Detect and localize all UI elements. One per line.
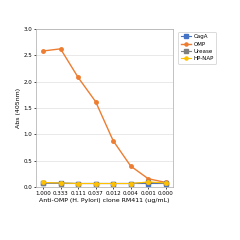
HP-NAP xyxy=(59,181,62,184)
CagA xyxy=(129,182,132,185)
Urease xyxy=(147,181,150,184)
CagA xyxy=(164,182,167,185)
Urease xyxy=(112,182,115,185)
CagA xyxy=(42,181,44,184)
OMP xyxy=(147,177,150,180)
HP-NAP xyxy=(42,181,44,184)
HP-NAP xyxy=(147,180,150,183)
CagA xyxy=(94,182,97,185)
OMP xyxy=(42,49,44,52)
HP-NAP xyxy=(77,182,79,185)
HP-NAP xyxy=(94,182,97,185)
Line: OMP: OMP xyxy=(41,47,168,184)
Line: CagA: CagA xyxy=(41,181,168,185)
OMP xyxy=(59,48,62,50)
OMP xyxy=(94,100,97,103)
HP-NAP xyxy=(129,182,132,185)
OMP xyxy=(129,165,132,168)
Urease xyxy=(59,182,62,185)
CagA xyxy=(59,181,62,184)
CagA xyxy=(147,182,150,185)
Legend: CagA, OMP, Urease, HP-NAP: CagA, OMP, Urease, HP-NAP xyxy=(178,32,216,64)
CagA xyxy=(77,182,79,185)
Urease xyxy=(164,181,167,184)
Line: Urease: Urease xyxy=(41,181,168,185)
CagA xyxy=(112,182,115,185)
Urease xyxy=(94,182,97,185)
Urease xyxy=(42,181,44,184)
OMP xyxy=(77,76,79,79)
HP-NAP xyxy=(112,182,115,185)
Y-axis label: Abs (405nm): Abs (405nm) xyxy=(16,88,21,128)
OMP xyxy=(112,139,115,142)
Urease xyxy=(129,182,132,185)
X-axis label: Anti-OMP (H. Pylori) clone RM411 (ug/mL): Anti-OMP (H. Pylori) clone RM411 (ug/mL) xyxy=(39,198,170,204)
OMP xyxy=(164,181,167,184)
Urease xyxy=(77,182,79,185)
HP-NAP xyxy=(164,181,167,184)
Line: HP-NAP: HP-NAP xyxy=(41,180,168,185)
